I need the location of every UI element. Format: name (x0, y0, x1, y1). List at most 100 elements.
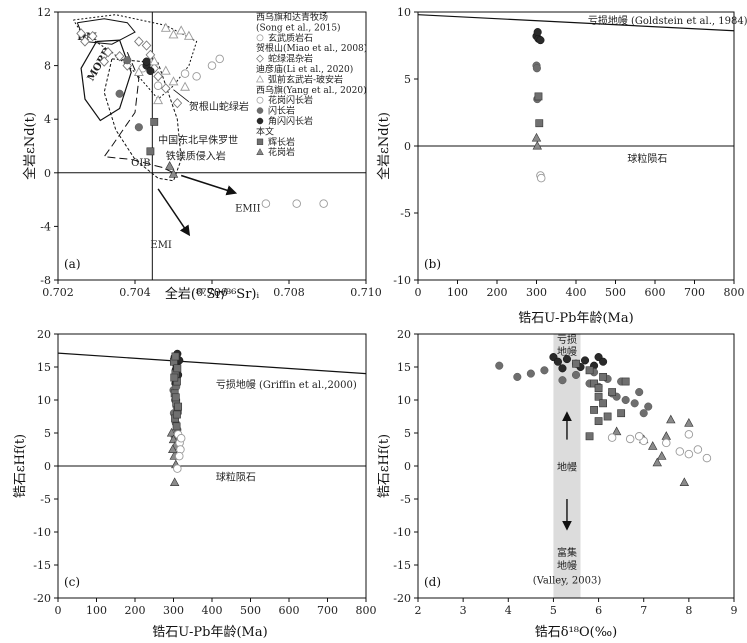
data-point-open-diamond (87, 30, 98, 42)
ne-china-label-2: 铁镁质侵入岩 (166, 149, 226, 162)
y-tick-label: 15 (37, 361, 51, 374)
y-tick-label: 0 (44, 167, 51, 180)
data-point-square (171, 352, 180, 361)
y-tick-label: 20 (37, 328, 51, 341)
data-point-triangle (531, 132, 542, 142)
chondrite-label: 球粒陨石 (216, 471, 256, 484)
y-tick-label: 10 (37, 394, 51, 407)
data-point-square (170, 373, 179, 382)
legend-item-label: 弧前玄武岩-玻安岩 (268, 73, 343, 85)
legend-group-title: 西乌旗(Yang et al., 2020) (256, 84, 367, 96)
x-tick-label: 600 (645, 286, 666, 299)
data-point-square (590, 405, 598, 414)
data-point-open-circle (693, 445, 703, 454)
x-tick-label: 7 (640, 604, 647, 617)
data-point-open-circle (684, 449, 694, 459)
panel-c: 0 100 200 300 400 500 600 700 800 -20 -15 -10 -5 0 5 10… (13, 328, 377, 640)
emii-arrow (180, 174, 238, 196)
data-point-square (150, 117, 159, 126)
emi-label: EMI (150, 240, 172, 251)
x-tick-label: 700 (684, 286, 705, 299)
data-point-open-diamond (172, 97, 183, 109)
data-point-grey-circle (571, 370, 581, 379)
data-point-square (594, 384, 603, 393)
band-depleted-label-2: 地幔 (557, 345, 577, 358)
y-tick-label: -10 (393, 274, 411, 287)
data-point-grey-circle (123, 56, 132, 65)
band-ref-label: (Valley, 2003) (533, 575, 602, 586)
data-point-black-circle (562, 355, 572, 364)
data-point-triangle (679, 477, 690, 487)
depleted-mantle-line (57, 352, 367, 375)
data-point-triangle (666, 414, 676, 424)
x-tick-label: 6 (595, 604, 602, 617)
data-point-black-circle (533, 28, 542, 37)
legend-item-label: 角闪闪长岩 (268, 115, 313, 127)
x-axis-label: 全岩(⁸⁷Sr/⁸⁶Sr)ᵢ (165, 286, 260, 302)
y-tick-label: 5 (404, 73, 411, 86)
x-tick-label: 0.702 (42, 286, 74, 299)
data-point-open-circle (153, 81, 163, 90)
data-point-triangle (652, 457, 662, 467)
y-axis-label: 锆石εHf(t) (377, 434, 392, 498)
data-point-grey-circle (644, 402, 653, 411)
data-point-open-diamond (134, 36, 144, 47)
data-point-square (617, 409, 626, 418)
x-tick-label: 300 (526, 286, 547, 299)
data-point-square (171, 393, 180, 402)
data-point-open-triangle (153, 95, 164, 105)
data-point-square (599, 372, 607, 381)
panel-b: 0 100 200 300 400 500 600 700 800 -10 -5 0 5 10 锆石U-Pb… (376, 6, 747, 326)
data-point-triangle (661, 431, 671, 440)
y-tick-label: -10 (33, 526, 51, 539)
x-tick-label: 200 (125, 604, 146, 617)
data-point-open-circle (702, 453, 712, 463)
depleted-mantle-line (417, 14, 735, 32)
data-point-grey-circle (513, 372, 522, 381)
x-tick-label: 400 (566, 286, 587, 299)
data-point-square (172, 422, 181, 431)
data-point-square (585, 432, 594, 441)
data-point-grey-circle (526, 369, 535, 378)
legend-item-label: 花岗闪长岩 (268, 94, 313, 106)
data-point-grey-circle (621, 395, 630, 405)
y-tick-label: -5 (400, 493, 411, 506)
data-point-grey-circle (630, 399, 639, 408)
data-point-open-circle (207, 61, 217, 70)
y-tick-label: 5 (404, 427, 411, 440)
oib-label: OIB (131, 158, 151, 169)
data-point-open-circle (319, 199, 328, 208)
data-point-open-circle (215, 54, 224, 64)
band-mantle-label: 地幔 (557, 461, 577, 474)
panel-label: (d) (424, 575, 441, 589)
band-enriched-label-2: 地幔 (557, 559, 577, 572)
x-tick-label: 0 (415, 286, 422, 299)
depleted-mantle-label: 亏损地幔 (Goldstein et al., 1984) (588, 14, 747, 27)
y-tick-label: 0 (404, 460, 411, 473)
data-point-open-circle (176, 434, 186, 443)
x-tick-label: 500 (605, 286, 626, 299)
data-point-open-triangle (183, 30, 194, 40)
x-tick-label: 0 (55, 604, 62, 617)
data-point-grey-circle (115, 89, 124, 98)
data-point-square (174, 402, 183, 411)
emi-arrow (157, 188, 191, 237)
x-axis-label: 锆石δ¹⁸O(‰) (535, 625, 618, 640)
legend-marker (256, 148, 264, 155)
legend-marker (256, 138, 264, 145)
data-point-open-circle (261, 199, 271, 208)
y-tick-label: 15 (397, 361, 411, 374)
data-point-open-circle (662, 438, 671, 448)
y-tick-label: -5 (400, 207, 411, 220)
y-tick-label: -20 (33, 592, 51, 605)
data-point-open-circle (173, 464, 182, 473)
data-point-open-diamond (99, 56, 110, 67)
band-enriched-label-1: 富集 (557, 546, 577, 559)
morb-field (80, 39, 132, 122)
legend-marker (256, 75, 264, 83)
data-point-square (146, 147, 155, 156)
data-point-square (535, 119, 544, 128)
data-point-open-circle (625, 434, 635, 444)
y-tick-label: 20 (397, 328, 411, 341)
